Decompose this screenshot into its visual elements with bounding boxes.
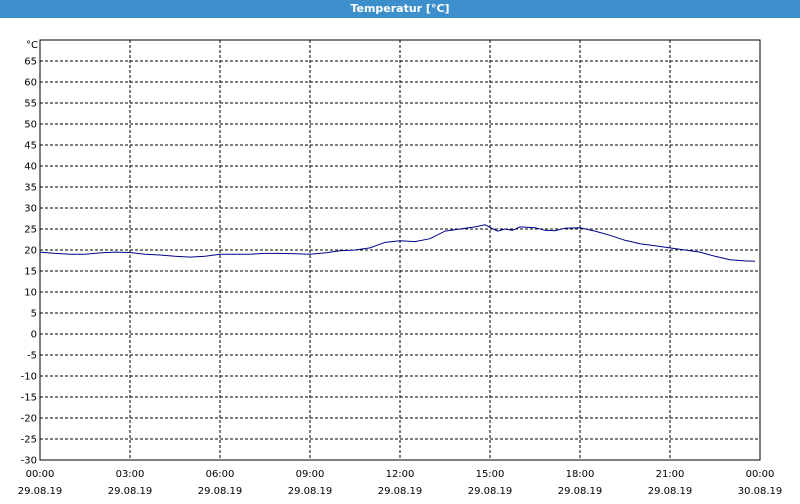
x-tick-date-label: 29.08.19 (378, 486, 423, 497)
y-axis-unit-label: °C (26, 40, 38, 51)
y-tick-label: -25 (21, 435, 37, 446)
y-tick-label: 30 (24, 204, 37, 215)
x-tick-date-label: 29.08.19 (468, 486, 513, 497)
y-tick-label: 20 (24, 246, 37, 257)
y-tick-label: 40 (24, 162, 37, 173)
chart-title: Temperatur [°C] (350, 2, 450, 15)
x-axis: 00:00 29.08.19 03:00 29.08.19 06:00 29.08.19 0… (18, 469, 783, 497)
y-tick-label: 45 (24, 141, 37, 152)
y-tick-label: 15 (24, 267, 37, 278)
y-tick-label: -10 (21, 372, 37, 383)
chart-area: °C 65 60 55 50 45 40 35 30 25 20 15 10 5 0 -5 -10 -15 -20… (0, 18, 800, 500)
x-tick-date-label: 29.08.19 (198, 486, 243, 497)
x-tick-time-label: 15:00 (476, 469, 505, 480)
temperature-chart: °C 65605550454035302520151050-5-10-15-20… (18, 39, 783, 497)
y-tick-label: 50 (24, 120, 37, 131)
x-tick-date-label: 29.08.19 (18, 486, 63, 497)
y-tick-label: 10 (24, 288, 37, 299)
y-tick-label: 0 (31, 330, 37, 341)
grid-lines (40, 40, 760, 460)
x-tick-time-label: 18:00 (566, 469, 595, 480)
x-tick-date-label: 29.08.19 (648, 486, 693, 497)
chart-title-bar: Temperatur [°C] (0, 0, 800, 18)
x-tick-time-label: 06:00 (206, 469, 235, 480)
y-tick-label: 25 (24, 225, 37, 236)
plot-frame (39, 39, 761, 461)
y-tick-label: 55 (24, 99, 37, 110)
x-tick-time-label: 21:00 (656, 469, 685, 480)
y-tick-label: 5 (31, 309, 37, 320)
x-tick-time-label: 09:00 (296, 469, 325, 480)
y-tick-label: -20 (21, 414, 37, 425)
y-tick-label: 35 (24, 183, 37, 194)
y-tick-label: -5 (27, 351, 37, 362)
y-axis: °C 65605550454035302520151050-5-10-15-20… (21, 40, 38, 467)
y-tick-label: -30 (21, 456, 37, 467)
x-tick-date-label: 29.08.19 (558, 486, 603, 497)
x-tick-date-label: 29.08.19 (108, 486, 153, 497)
series-layer (39, 224, 756, 262)
x-tick-time-label: 00:00 (26, 469, 55, 480)
y-tick-label: 60 (24, 78, 37, 89)
x-tick-time-label: 00:00 (746, 469, 775, 480)
x-tick-date-label: 29.08.19 (288, 486, 333, 497)
y-tick-label: 65 (24, 57, 37, 68)
x-tick-time-label: 03:00 (116, 469, 145, 480)
y-tick-label: -15 (21, 393, 37, 404)
x-tick-time-label: 12:00 (386, 469, 415, 480)
temperature-series-line (39, 224, 756, 262)
x-tick-date-label: 30.08.19 (738, 486, 783, 497)
